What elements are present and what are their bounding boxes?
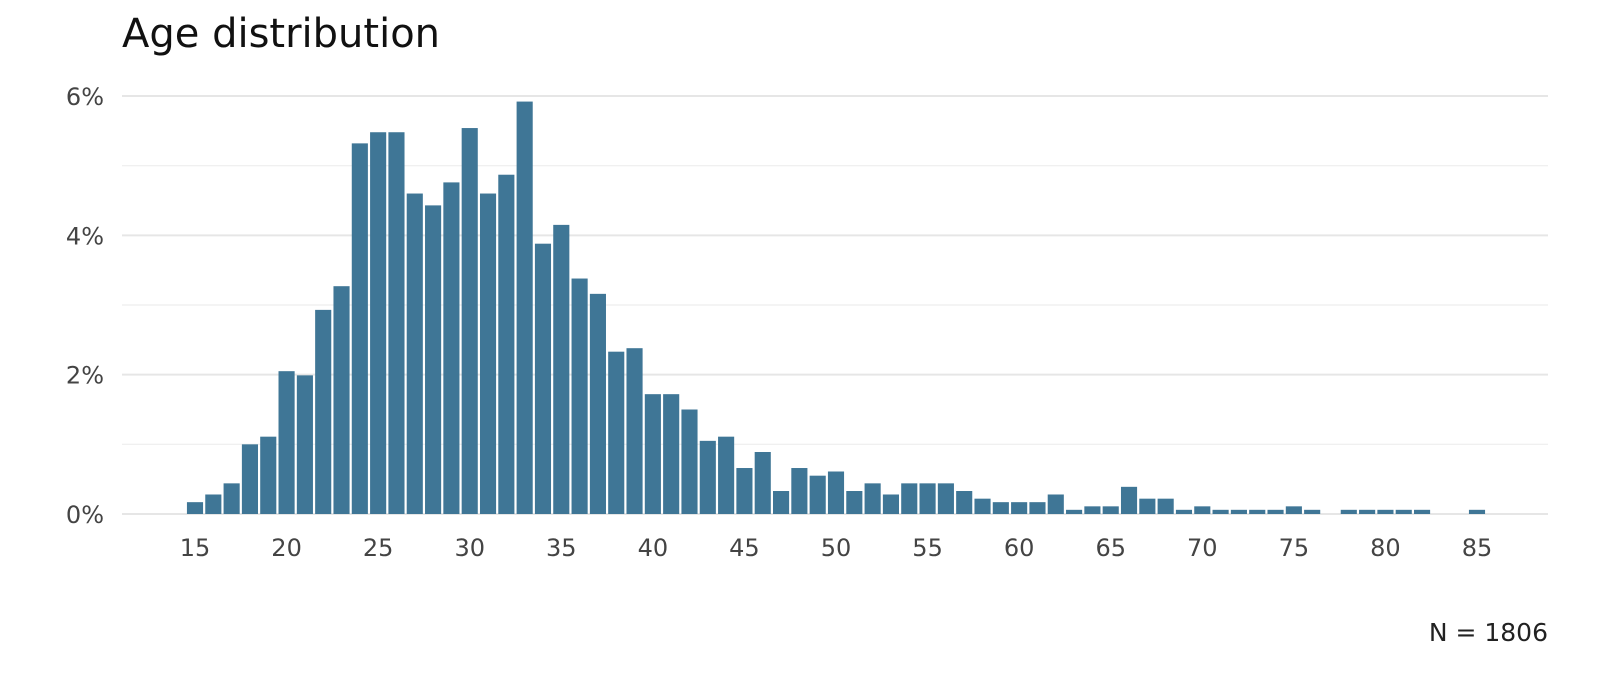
histogram-bar: [296, 375, 313, 514]
y-tick-label: 0%: [66, 501, 104, 529]
x-tick-label: 20: [271, 534, 302, 562]
histogram-bar: [974, 498, 991, 514]
x-tick-label: 60: [1004, 534, 1035, 562]
histogram-bar: [1359, 509, 1376, 514]
histogram-bar: [626, 348, 643, 514]
x-tick-label: 70: [1187, 534, 1218, 562]
histogram-bar: [1084, 506, 1101, 514]
x-tick-label: 85: [1462, 534, 1493, 562]
x-tick-label: 30: [454, 534, 485, 562]
histogram-bar: [1066, 509, 1083, 514]
x-tick-label: 65: [1095, 534, 1126, 562]
histogram-bar: [608, 351, 625, 514]
histogram-bar: [1249, 509, 1266, 514]
histogram-bar: [370, 132, 387, 515]
histogram-bar: [901, 483, 918, 514]
bars: [186, 101, 1486, 515]
x-tick-label: 45: [729, 534, 760, 562]
chart-title: Age distribution: [122, 11, 441, 57]
histogram-bar: [223, 483, 240, 514]
histogram-bar: [736, 468, 753, 514]
histogram-bar: [1285, 506, 1302, 514]
histogram-bar: [681, 409, 698, 514]
histogram-bar: [699, 440, 716, 514]
histogram-bar: [278, 371, 295, 514]
histogram-bar: [992, 502, 1009, 514]
histogram-bar: [919, 483, 936, 514]
histogram-bar: [1377, 509, 1394, 514]
histogram-bar: [1395, 509, 1412, 514]
histogram-bar: [882, 494, 899, 514]
sample-size-caption: N = 1806: [1428, 618, 1548, 647]
histogram-bar: [1468, 509, 1486, 514]
x-tick-label: 35: [546, 534, 577, 562]
histogram-bar: [1230, 509, 1247, 514]
histogram-bar: [479, 193, 497, 514]
histogram-bar: [498, 174, 515, 514]
histogram-bar: [1267, 509, 1284, 514]
histogram-bar: [553, 224, 570, 514]
x-tick-label: 75: [1279, 534, 1310, 562]
x-tick-label: 50: [821, 534, 852, 562]
histogram-bar: [864, 483, 881, 514]
histogram-bar: [718, 436, 735, 514]
histogram-bar: [461, 128, 478, 515]
histogram-bar: [388, 132, 405, 515]
x-tick-label: 25: [363, 534, 394, 562]
y-axis-ticks: 0% 2% 4% 6%: [66, 83, 104, 529]
histogram-bar: [1340, 509, 1357, 514]
histogram-bar: [1304, 509, 1321, 514]
histogram-bar: [937, 483, 954, 514]
histogram-bar: [315, 309, 332, 514]
histogram-bar: [754, 452, 771, 514]
histogram-bar: [846, 491, 863, 514]
histogram-bar: [1029, 502, 1046, 514]
histogram-bar: [1175, 509, 1193, 514]
histogram-bar: [1194, 506, 1211, 514]
histogram-bar: [956, 491, 973, 514]
histogram-bar: [443, 182, 460, 514]
histogram-bar: [1414, 509, 1431, 514]
histogram-bar: [589, 293, 606, 514]
histogram-bar: [1047, 494, 1064, 514]
x-tick-label: 15: [180, 534, 211, 562]
histogram-bar: [186, 502, 204, 514]
histogram-bar: [534, 243, 552, 514]
histogram-bar: [644, 394, 661, 514]
histogram-bar: [1212, 509, 1229, 514]
histogram-bar: [827, 471, 845, 514]
histogram-bar: [1011, 502, 1028, 514]
x-tick-label: 40: [638, 534, 669, 562]
histogram-bar: [809, 475, 826, 514]
histogram-bar: [773, 491, 790, 514]
y-tick-label: 6%: [66, 83, 104, 111]
histogram-bar: [516, 101, 533, 514]
x-tick-label: 80: [1370, 534, 1401, 562]
histogram-bar: [351, 143, 368, 514]
histogram-bar: [425, 205, 442, 514]
histogram-bar: [333, 286, 350, 514]
histogram-bar: [1139, 498, 1156, 514]
histogram-bar: [1157, 498, 1174, 514]
y-tick-label: 2%: [66, 362, 104, 390]
histogram-bar: [663, 394, 680, 514]
histogram-bar: [260, 436, 277, 514]
histogram-bar: [791, 468, 808, 514]
histogram-bar: [205, 494, 222, 514]
histogram-bar: [241, 444, 258, 514]
x-tick-label: 55: [912, 534, 943, 562]
histogram-bar: [571, 278, 588, 514]
histogram-bar: [406, 193, 423, 514]
y-tick-label: 4%: [66, 222, 104, 250]
x-axis-ticks: 15 20 25 30 35 40 45 50 55 60 65 70 75 80 85: [180, 534, 1493, 562]
histogram-bar: [1102, 506, 1119, 514]
histogram-bar: [1120, 486, 1138, 514]
